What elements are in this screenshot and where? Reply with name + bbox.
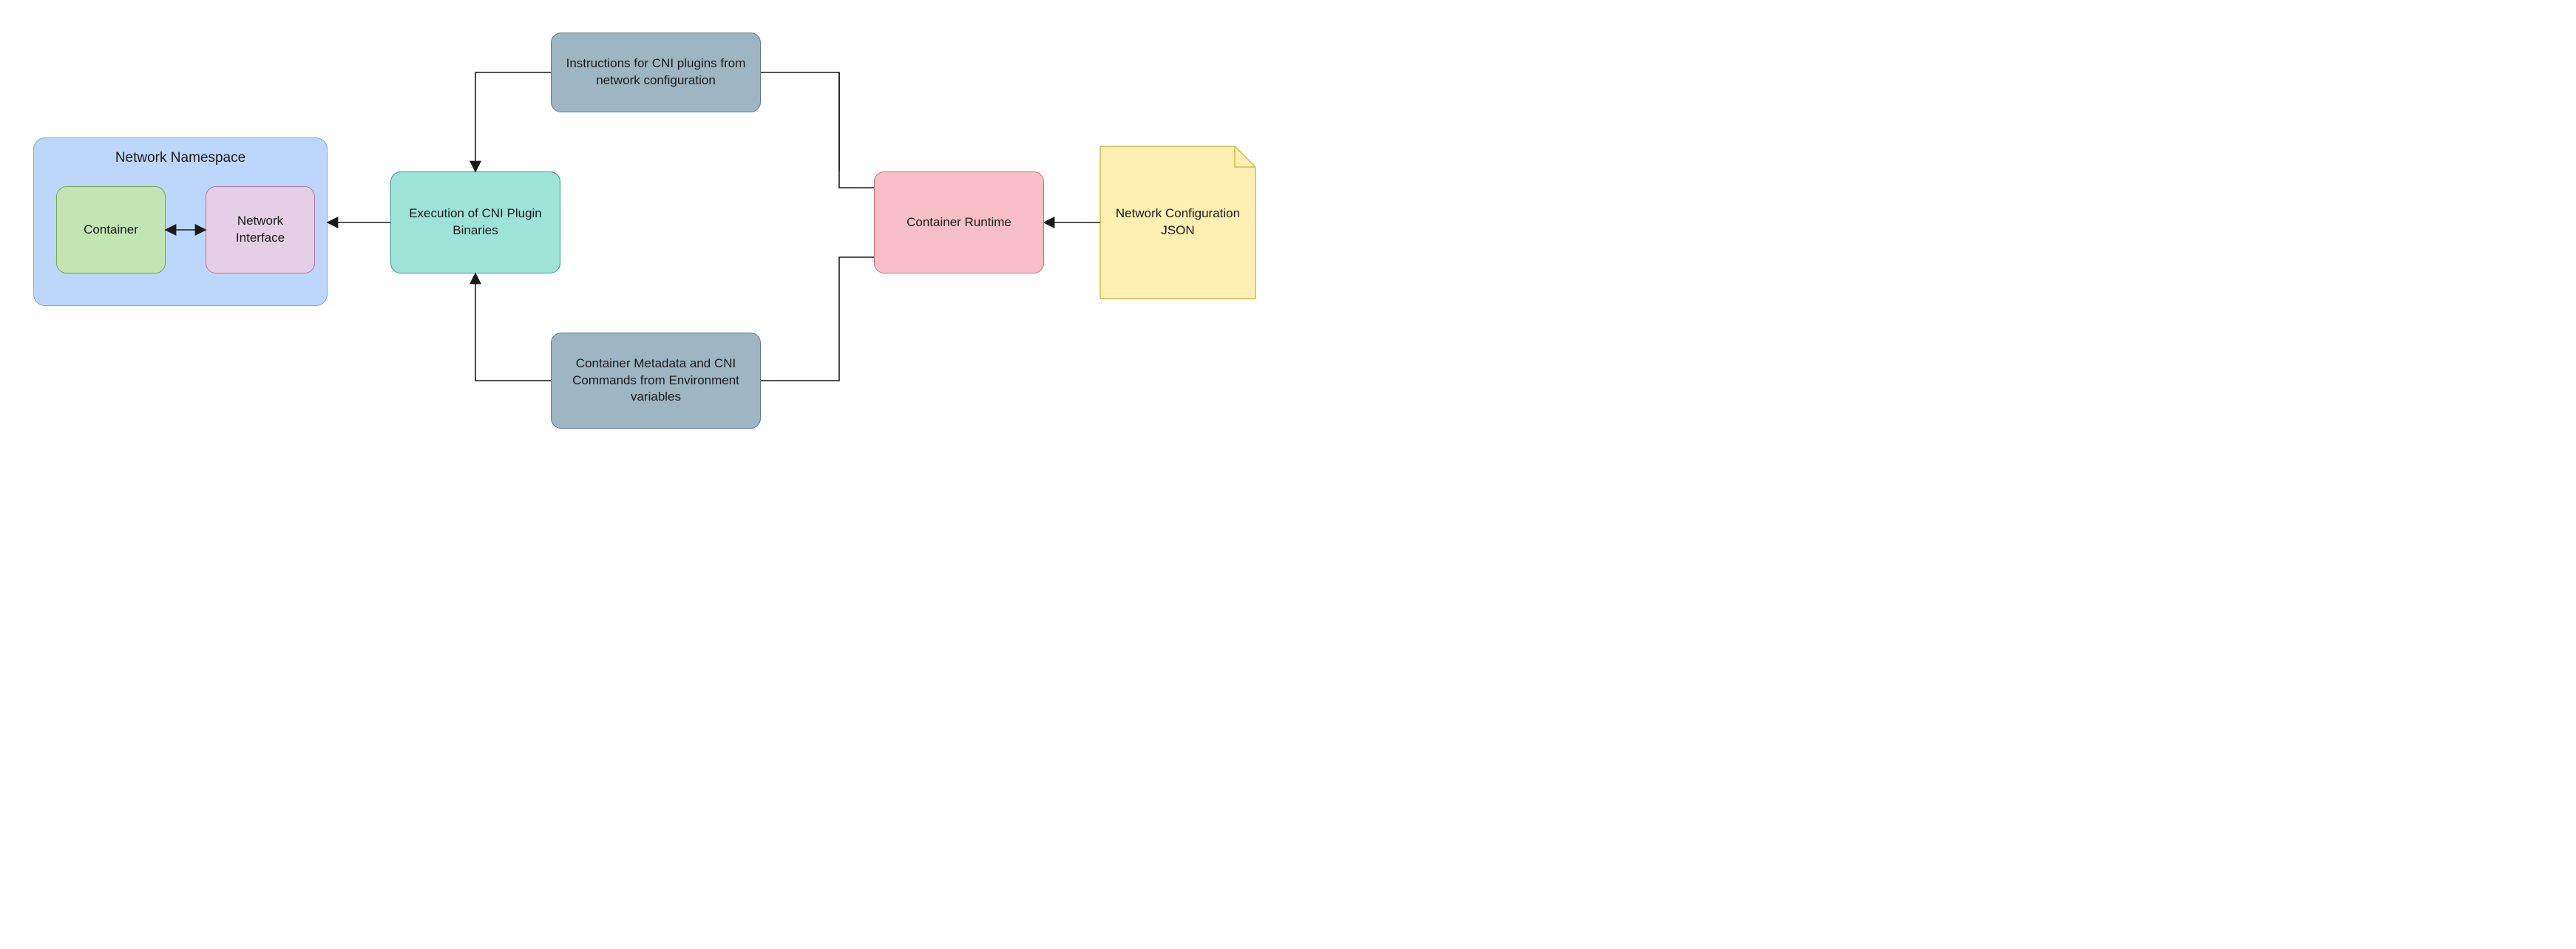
config-json-node: Network Configuration JSON (1100, 146, 1255, 299)
runtime-node: Container Runtime (874, 171, 1044, 273)
namespace-title: Network Namespace (115, 149, 245, 168)
edge-metadata-execution (475, 273, 551, 381)
metadata-node: Container Metadata and CNI Commands from… (551, 333, 761, 429)
metadata-label: Container Metadata and CNI Commands from… (557, 356, 754, 407)
edge-runtime-instructions-path (761, 72, 874, 188)
runtime-label: Container Runtime (906, 214, 1011, 231)
config-json-label-wrap: Network Configuration JSON (1100, 146, 1255, 299)
container-node: Container (56, 186, 166, 273)
interface-label: Network Interface (212, 213, 308, 247)
execution-label: Execution of CNI Plugin Binaries (397, 205, 554, 239)
interface-node: Network Interface (206, 186, 315, 273)
instructions-node: Instructions for CNI plugins from networ… (551, 33, 761, 112)
instructions-label: Instructions for CNI plugins from networ… (557, 55, 754, 89)
config-json-label: Network Configuration JSON (1106, 205, 1250, 239)
edge-runtime-metadata-path (761, 257, 874, 381)
execution-node: Execution of CNI Plugin Binaries (390, 171, 560, 273)
container-label: Container (84, 222, 138, 239)
edge-instructions-execution (475, 72, 551, 171)
